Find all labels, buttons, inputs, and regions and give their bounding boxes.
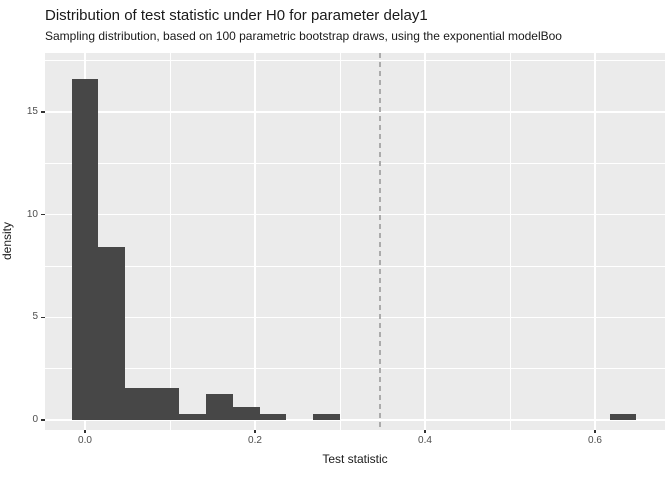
x-tick-mark: [254, 430, 256, 433]
gridline-major-y: [45, 419, 665, 421]
gridline-major-x: [424, 53, 426, 430]
y-tick-mark: [41, 111, 45, 113]
gridline-minor-x: [169, 53, 171, 430]
plot-panel: [45, 53, 665, 430]
y-tick-label: 5: [32, 311, 38, 323]
gridline-minor-y: [45, 265, 665, 267]
y-tick-label: 0: [32, 414, 38, 425]
gridline-major-y: [45, 111, 665, 113]
y-tick-mark: [41, 213, 45, 216]
x-tick-label: 0.2: [248, 435, 262, 446]
gridline-minor-y: [45, 60, 665, 62]
gridline-major-x: [254, 53, 256, 430]
x-tick-mark: [84, 430, 86, 433]
histogram-bar: [98, 246, 126, 420]
gridline-minor-x: [339, 53, 341, 430]
x-tick-mark: [424, 430, 426, 433]
gridline-major-y: [45, 213, 665, 216]
gridline-minor-x: [509, 53, 511, 430]
y-tick-label: 10: [26, 208, 38, 220]
histogram-bar: [205, 394, 233, 420]
histogram-bar: [313, 413, 341, 420]
histogram-bar: [609, 413, 637, 420]
x-tick-label: 0.6: [588, 435, 602, 446]
y-tick-mark: [41, 419, 45, 421]
gridline-minor-y: [45, 368, 665, 370]
histogram-bar: [179, 413, 206, 420]
histogram-bar: [71, 79, 99, 420]
histogram-bar: [152, 388, 179, 420]
histogram-bar: [232, 407, 260, 420]
reference-vline: [379, 53, 381, 430]
histogram-bar: [125, 388, 153, 420]
x-tick-label: 0.4: [418, 435, 432, 446]
chart-subtitle: Sampling distribution, based on 100 para…: [45, 29, 562, 43]
gridline-major-x: [594, 53, 596, 430]
gridline-major-y: [45, 316, 665, 319]
y-tick-mark: [41, 316, 45, 319]
x-axis-title: Test statistic: [322, 452, 388, 466]
gridline-minor-y: [45, 162, 665, 164]
x-tick-label: 0.0: [78, 435, 92, 446]
histogram-bar: [259, 413, 287, 420]
x-tick-mark: [594, 430, 596, 433]
y-tick-label: 15: [26, 106, 38, 117]
chart-title: Distribution of test statistic under H0 …: [45, 7, 428, 24]
y-axis-title: density: [0, 221, 14, 261]
